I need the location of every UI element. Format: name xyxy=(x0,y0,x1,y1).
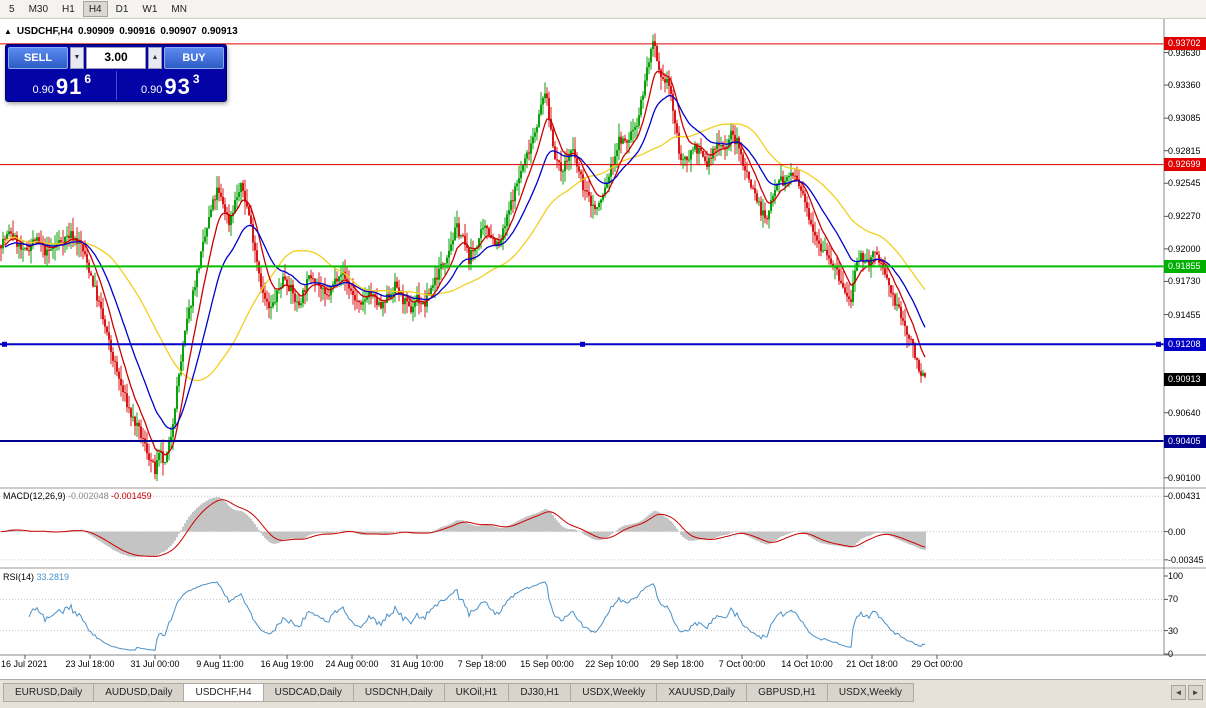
chart-tab-xauusd-daily[interactable]: XAUUSD,Daily xyxy=(657,683,748,702)
timeframe-button-mn[interactable]: MN xyxy=(171,4,187,15)
macd-main-value: -0.002048 xyxy=(68,491,109,501)
time-axis-label: 16 Aug 19:00 xyxy=(260,659,314,669)
time-axis-label: 9 Aug 11:00 xyxy=(196,659,244,669)
buy-price[interactable]: 0.90 93 3 xyxy=(117,71,225,100)
rsi-name: RSI(14) xyxy=(3,572,35,582)
current-price-badge: 0.90913 xyxy=(1164,373,1206,387)
volume-decrease-button[interactable]: ▼ xyxy=(70,47,84,69)
price-axis-label: 0.90100 xyxy=(1168,472,1201,483)
tab-scroll-left-icon[interactable]: ◄ xyxy=(1171,685,1186,700)
rsi-axis-label: 70 xyxy=(1168,594,1179,605)
sell-price-big: 91 xyxy=(55,74,83,99)
timeframe-button-w1[interactable]: W1 xyxy=(142,4,158,15)
tab-scroll-controls: ◄ ► xyxy=(1171,685,1203,700)
time-axis-label: 29 Oct 00:00 xyxy=(911,659,963,669)
time-axis-label: 21 Oct 18:00 xyxy=(846,659,898,669)
quote-low: 0.90907 xyxy=(160,26,197,37)
buy-price-pip: 3 xyxy=(192,72,200,86)
buy-button[interactable]: BUY xyxy=(164,47,224,69)
chart-tab-audusd-daily[interactable]: AUDUSD,Daily xyxy=(94,683,185,702)
rsi-axis-label: 0 xyxy=(1168,649,1174,659)
price-axis-label: 0.92545 xyxy=(1168,178,1201,189)
one-click-trading-panel: SELL ▼ 3.00 ▲ BUY 0.90 91 6 0.90 93 3 xyxy=(5,44,227,102)
timeframe-button-5[interactable]: 5 xyxy=(9,4,15,15)
chart-quote-line: ▲ USDCHF,H4 0.90909 0.90916 0.90907 0.90… xyxy=(4,26,238,37)
macd-indicator-label: MACD(12,26,9) -0.002048 -0.001459 xyxy=(3,491,152,501)
macd-axis-label: 0.00431 xyxy=(1168,491,1201,502)
macd-axis-label: 0.00 xyxy=(1168,526,1186,537)
timeframe-toolbar: 5 M30 H1 H4 D1 W1 MN xyxy=(0,0,1206,19)
price-axis-label: 0.91455 xyxy=(1168,309,1201,320)
price-axis-label: 0.92270 xyxy=(1168,211,1201,222)
price-line-badge: 0.92699 xyxy=(1164,158,1206,172)
chart-tab-bar: EURUSD,Daily AUDUSD,Daily USDCHF,H4 USDCAD,… xyxy=(0,679,1206,708)
chart-tab-dj30-h1[interactable]: DJ30,H1 xyxy=(509,683,572,702)
time-axis-label: 24 Aug 00:00 xyxy=(325,659,379,669)
time-axis-label: 14 Oct 10:00 xyxy=(781,659,833,669)
quote-open: 0.90909 xyxy=(78,26,115,37)
chart-tab-gbpusd-h1[interactable]: GBPUSD,H1 xyxy=(747,683,828,702)
volume-input[interactable]: 3.00 xyxy=(86,47,146,69)
price-axis-label: 0.92815 xyxy=(1168,145,1201,156)
sell-price[interactable]: 0.90 91 6 xyxy=(8,71,116,100)
chart-tab-usdx-weekly[interactable]: USDX,Weekly xyxy=(571,683,658,702)
macd-signal-value: -0.001459 xyxy=(111,491,152,501)
one-click-collapse-icon[interactable]: ▲ xyxy=(4,27,12,36)
tab-scroll-right-icon[interactable]: ► xyxy=(1188,685,1203,700)
price-axis-label: 0.93360 xyxy=(1168,80,1201,91)
rsi-axis-label: 100 xyxy=(1168,571,1184,581)
trade-controls-row: SELL ▼ 3.00 ▲ BUY xyxy=(8,47,224,69)
chart-tab-usdchf-h4[interactable]: USDCHF,H4 xyxy=(184,683,264,702)
chart-tab-usdcnh-daily[interactable]: USDCNH,Daily xyxy=(353,683,445,702)
price-line-badge: 0.90405 xyxy=(1164,434,1206,448)
volume-increase-button[interactable]: ▲ xyxy=(148,47,162,69)
chart-tab-ukoil-h1[interactable]: UKOil,H1 xyxy=(444,683,510,702)
price-line-badge: 0.91208 xyxy=(1164,337,1206,351)
price-line-badge: 0.91855 xyxy=(1164,259,1206,273)
time-axis-label: 31 Jul 00:00 xyxy=(130,659,180,669)
time-axis-label: 7 Oct 00:00 xyxy=(718,659,766,669)
timeframe-button-d1[interactable]: D1 xyxy=(115,4,129,15)
quote-close: 0.90913 xyxy=(201,26,238,37)
macd-name: MACD(12,26,9) xyxy=(3,491,66,501)
price-divider xyxy=(115,71,117,100)
price-axis-label: 0.93630 xyxy=(1168,47,1201,58)
rsi-value: 33.2819 xyxy=(36,572,70,582)
time-axis-label: 31 Aug 10:00 xyxy=(390,659,444,669)
rsi-axis-label: 30 xyxy=(1168,625,1179,636)
rsi-indicator-label: RSI(14) 33.2819 xyxy=(3,572,69,582)
timeframe-button-h4[interactable]: H4 xyxy=(82,1,108,17)
price-axis-label: 0.91730 xyxy=(1168,276,1201,287)
chart-tab-usdx-weekly[interactable]: USDX,Weekly xyxy=(827,683,915,702)
chart-tab-eurusd-daily[interactable]: EURUSD,Daily xyxy=(3,683,95,702)
buy-price-big: 93 xyxy=(164,74,191,99)
sell-button[interactable]: SELL xyxy=(8,47,68,69)
chart-tab-usdcad-daily[interactable]: USDCAD,Daily xyxy=(263,683,354,702)
buy-price-prefix: 0.90 xyxy=(140,84,163,96)
price-line-badge: 0.93702 xyxy=(1164,37,1206,51)
timeframe-button-h1[interactable]: H1 xyxy=(62,4,75,15)
chart-symbol-period: USDCHF,H4 xyxy=(16,26,74,37)
macd-axis-label: -0.00345 xyxy=(1168,554,1204,565)
time-axis-label: 15 Sep 00:00 xyxy=(520,659,574,669)
time-axis-label: 23 Jul 18:00 xyxy=(65,659,115,669)
price-axis-label: 0.90640 xyxy=(1168,407,1201,418)
time-axis-label: 22 Sep 10:00 xyxy=(585,659,639,669)
timeframe-button-m30[interactable]: M30 xyxy=(28,4,49,15)
price-axis-label: 0.92000 xyxy=(1168,243,1201,254)
time-axis-label: 29 Sep 18:00 xyxy=(650,659,704,669)
sell-price-pip: 6 xyxy=(84,72,92,86)
sell-price-prefix: 0.90 xyxy=(32,84,54,96)
trade-prices-row: 0.90 91 6 0.90 93 3 xyxy=(8,71,224,100)
time-axis-label: 16 Jul 2021 xyxy=(1,659,48,669)
price-axis-label: 0.93085 xyxy=(1168,113,1201,124)
time-axis-label: 7 Sep 18:00 xyxy=(457,659,507,669)
quote-high: 0.90916 xyxy=(119,26,156,37)
